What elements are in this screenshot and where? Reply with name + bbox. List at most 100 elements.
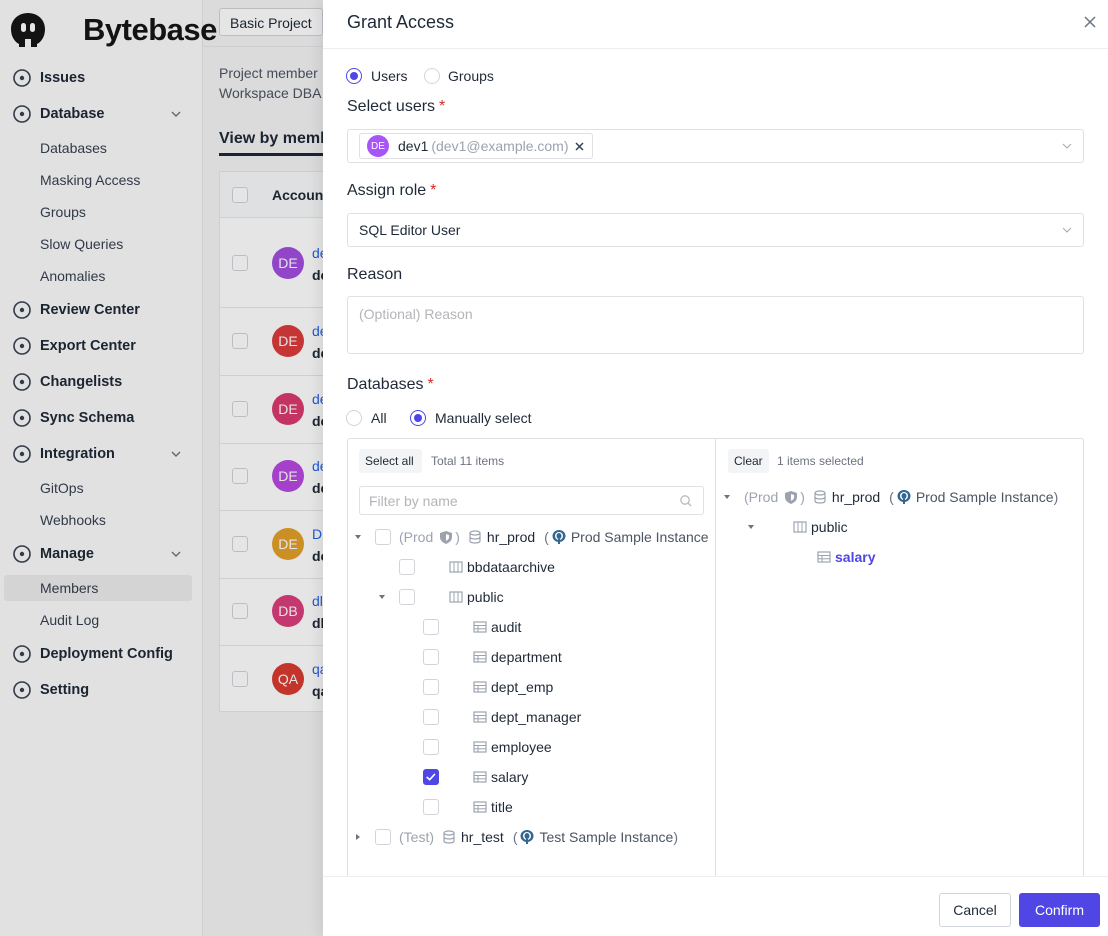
database-row[interactable]: (Test) hr_test (Test Sample Instance) [399, 827, 678, 847]
checkbox[interactable] [232, 255, 248, 271]
table-name[interactable]: employee [491, 739, 552, 755]
checkbox[interactable] [423, 769, 439, 785]
checkbox[interactable] [232, 333, 248, 349]
checkbox[interactable] [399, 589, 415, 605]
table-name[interactable]: salary [835, 549, 876, 565]
cancel-button[interactable]: Cancel [939, 893, 1011, 927]
filter-input[interactable] [359, 486, 704, 515]
nav-item[interactable]: Export Center [40, 338, 136, 354]
nav-item[interactable]: Database [40, 106, 105, 122]
checkbox[interactable] [375, 529, 391, 545]
checkbox[interactable] [232, 671, 248, 687]
nav-chevron [170, 548, 182, 560]
icon-part [19, 75, 25, 81]
nav-item[interactable]: Setting [40, 682, 90, 698]
table-name[interactable]: dept_emp [491, 679, 554, 695]
nav-item[interactable]: Issues [40, 70, 86, 86]
nav-item[interactable]: Sync Schema [40, 410, 135, 426]
user-select[interactable] [347, 129, 1084, 163]
table-name[interactable]: dept_manager [491, 709, 582, 725]
radio[interactable] [424, 68, 440, 84]
nav-subitem[interactable]: Databases [40, 140, 107, 156]
checkbox[interactable] [423, 649, 439, 665]
nav-item[interactable]: Deployment Config [40, 646, 173, 662]
tab-underline [219, 153, 323, 156]
clear-button[interactable]: Clear [728, 449, 769, 473]
icon-part [19, 343, 25, 349]
role-select[interactable] [347, 213, 1084, 247]
member-name[interactable]: D [312, 526, 323, 542]
nav-subitem[interactable]: Audit Log [40, 612, 100, 628]
checkbox[interactable] [423, 679, 439, 695]
icon-part [680, 495, 690, 505]
checkbox[interactable] [232, 603, 248, 619]
nav-item[interactable]: Changelists [40, 374, 123, 390]
icon-part [473, 771, 487, 783]
user-tag[interactable]: DE dev1 (dev1@example.com) [359, 133, 593, 159]
table-name[interactable]: salary [491, 769, 529, 785]
checkbox[interactable] [232, 187, 248, 203]
icon-part [449, 591, 463, 603]
nav-subitem[interactable]: Slow Queries [40, 236, 124, 252]
database-row[interactable]: (Prod) hr_prod (Prod Sample Instance [399, 527, 709, 547]
reason-input[interactable] [347, 296, 1084, 354]
checkbox[interactable] [423, 799, 439, 815]
nav-subitem[interactable]: Masking Access [40, 172, 141, 188]
icon-part [469, 533, 481, 544]
member-name[interactable]: dl [312, 593, 323, 609]
table-header: Account [272, 187, 328, 203]
icon-part [13, 681, 31, 699]
search-icon [679, 494, 693, 508]
radio[interactable] [346, 68, 362, 84]
icon-part [473, 621, 487, 633]
checkbox[interactable] [232, 468, 248, 484]
avatar: DE [272, 247, 304, 279]
reason-placeholder: (Optional) Reason [359, 306, 473, 322]
radio-label[interactable]: All [371, 410, 387, 426]
nav-subitem[interactable]: GitOps [40, 480, 84, 496]
icon-part [449, 561, 463, 573]
tab[interactable]: View by memb [219, 130, 330, 147]
radio-label[interactable]: Groups [448, 68, 494, 84]
table-name[interactable]: audit [491, 619, 522, 635]
instance-icon [551, 529, 567, 545]
confirm-button[interactable]: Confirm [1019, 893, 1100, 927]
checkbox[interactable] [423, 709, 439, 725]
select-all-button[interactable]: Select all [359, 449, 422, 473]
icon-part [19, 651, 25, 657]
radio-label[interactable]: Users [371, 68, 408, 84]
schema-name[interactable]: public [811, 519, 848, 535]
checkbox[interactable] [423, 619, 439, 635]
table-name[interactable]: department [491, 649, 562, 665]
checkbox[interactable] [399, 559, 415, 575]
icon-part [443, 830, 455, 836]
nav-subitem[interactable]: Members [40, 580, 99, 596]
table-name[interactable]: title [491, 799, 513, 815]
database-row[interactable]: (Prod) hr_prod (Prod Sample Instance) [744, 487, 1058, 507]
radio[interactable] [346, 410, 362, 426]
nav-subitem[interactable]: Webhooks [40, 512, 106, 528]
icon-part [443, 833, 455, 844]
nav-item[interactable]: Review Center [40, 302, 140, 318]
schema-name[interactable]: public [467, 589, 504, 605]
checkbox[interactable] [423, 739, 439, 755]
close-button[interactable] [1083, 15, 1097, 29]
nav-subitem[interactable]: Anomalies [40, 268, 106, 284]
description: Project member [219, 65, 318, 81]
nav-item[interactable]: Manage [40, 546, 94, 562]
nav-subitem[interactable]: Groups [40, 204, 86, 220]
icon-part [724, 495, 730, 499]
project-button[interactable]: Basic Project [219, 8, 323, 36]
radio-label[interactable]: Manually select [435, 410, 532, 426]
checkbox[interactable] [232, 536, 248, 552]
nav-item[interactable]: Integration [40, 446, 115, 462]
tag-remove[interactable] [574, 141, 585, 152]
schema-name[interactable]: bbdataarchive [467, 559, 555, 575]
required-mark: * [427, 376, 434, 393]
checkbox[interactable] [232, 401, 248, 417]
checkbox[interactable] [375, 829, 391, 845]
radio[interactable] [410, 410, 426, 426]
icon-part [13, 545, 31, 563]
icon-part [473, 681, 487, 693]
radio-dot [414, 414, 422, 422]
